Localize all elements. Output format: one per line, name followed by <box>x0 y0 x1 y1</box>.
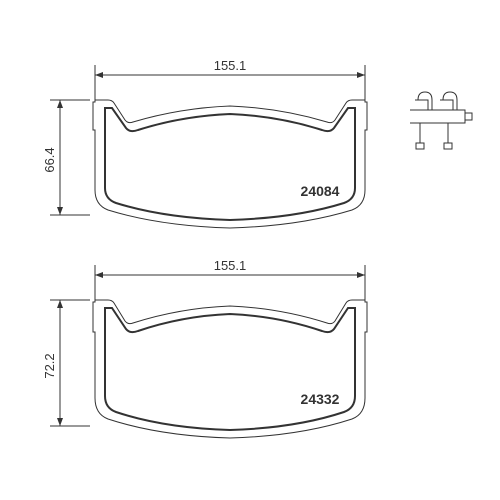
top-width-dimension: 155.1 <box>95 58 365 100</box>
bottom-width-label: 155.1 <box>214 258 247 273</box>
bottom-width-dimension: 155.1 <box>95 258 365 300</box>
top-height-dimension: 66.4 <box>42 100 90 215</box>
top-height-label: 66.4 <box>42 147 57 172</box>
bottom-pad-inner-outline <box>105 308 355 430</box>
bottom-part-number: 24332 <box>301 391 340 407</box>
top-width-label: 155.1 <box>214 58 247 73</box>
top-part-number: 24084 <box>301 183 340 199</box>
bottom-height-label: 72.2 <box>42 353 57 378</box>
top-pad-inner-outline <box>105 108 355 220</box>
bottom-pad-drawing: 155.1 72.2 24332 <box>42 258 367 438</box>
wear-sensor <box>410 92 472 149</box>
technical-drawing: 155.1 66.4 24084 <box>0 0 500 500</box>
top-pad-drawing: 155.1 66.4 24084 <box>42 58 367 228</box>
bottom-height-dimension: 72.2 <box>42 300 90 426</box>
